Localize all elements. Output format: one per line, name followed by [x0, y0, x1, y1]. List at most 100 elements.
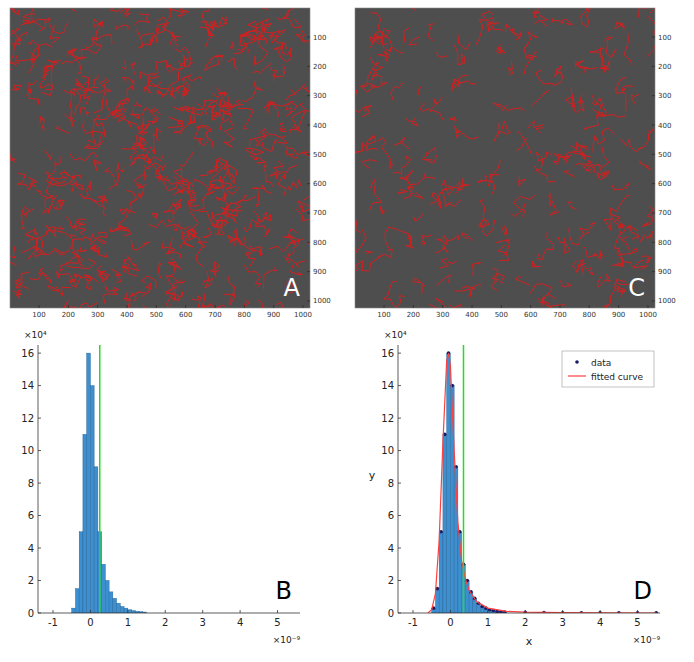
- texture-stroke: [234, 35, 250, 54]
- x-tick: [165, 610, 166, 613]
- y-tick: [652, 154, 655, 155]
- texture-stroke: [110, 226, 120, 232]
- texture-stroke: [369, 179, 382, 211]
- texture-stroke: [278, 165, 298, 195]
- texture-stroke: [280, 123, 286, 131]
- texture-stroke: [489, 22, 496, 32]
- texture-stroke: [619, 224, 628, 239]
- texture-stroke: [215, 220, 229, 235]
- texture-stroke: [229, 229, 242, 243]
- y-tick-label: 16: [21, 348, 34, 359]
- y-tick-label: 4: [28, 543, 34, 554]
- texture-stroke: [85, 45, 102, 54]
- x-tick-label: 800: [238, 311, 251, 319]
- texture-stroke: [28, 89, 38, 105]
- texture-stroke: [155, 22, 170, 43]
- y-tick-label: 6: [28, 510, 34, 521]
- x-tick-label: 2: [522, 617, 528, 628]
- texture-stroke: [74, 277, 99, 286]
- texture-stroke: [290, 129, 299, 133]
- x-tick: [562, 610, 563, 613]
- texture-stroke: [11, 29, 20, 44]
- texture-stroke: [94, 21, 102, 41]
- texture-stroke: [536, 128, 543, 133]
- x-tick-label: 900: [612, 311, 625, 319]
- texture-stroke: [615, 281, 629, 296]
- histogram-bar: [105, 581, 109, 613]
- texture-stroke: [494, 121, 511, 142]
- y-tick: [307, 154, 310, 155]
- histogram-bar: [113, 598, 117, 613]
- y-tick-label: 0: [388, 608, 394, 619]
- texture-stroke: [590, 49, 605, 68]
- x-tick: [530, 305, 531, 308]
- texture-stroke: [166, 61, 182, 70]
- texture-stroke: [527, 52, 537, 60]
- y-tick: [652, 242, 655, 243]
- x-tick: [277, 610, 278, 613]
- texture-stroke: [437, 52, 448, 57]
- x-tick-label: 4: [237, 617, 243, 628]
- texture-stroke: [40, 116, 44, 131]
- texture-stroke: [166, 286, 177, 301]
- histogram-bar: [124, 608, 128, 613]
- y-tick-label: 300: [658, 92, 671, 100]
- texture-stroke: [566, 97, 583, 113]
- texture-stroke: [127, 86, 133, 97]
- texture-stroke: [170, 31, 181, 45]
- texture-stroke: [380, 207, 385, 215]
- texture-stroke: [199, 125, 212, 145]
- texture-stroke: [264, 101, 293, 113]
- texture-stroke: [205, 55, 224, 70]
- texture-stroke: [517, 141, 532, 155]
- texture-stroke: [164, 204, 174, 223]
- y-tick-label: 900: [313, 268, 326, 276]
- texture-stroke: [227, 58, 238, 70]
- texture-stroke: [28, 40, 52, 47]
- y-tick-label: 14: [21, 380, 34, 391]
- y-tick-label: 10: [381, 445, 394, 456]
- texture-stroke: [205, 132, 213, 148]
- texture-stroke: [46, 231, 71, 239]
- texture-stroke: [398, 190, 407, 193]
- texture-stroke: [131, 62, 136, 74]
- texture-stroke: [579, 223, 595, 240]
- texture-stroke: [246, 247, 262, 266]
- texture-stroke: [266, 132, 282, 138]
- texture-stroke: [122, 138, 144, 150]
- x-tick-label: 0: [447, 617, 453, 628]
- image-panel: 1002003004005006007008009001000100200300…: [344, 0, 676, 319]
- texture-stroke: [258, 300, 271, 308]
- x-tick-label: 200: [62, 311, 75, 319]
- texture-stroke: [143, 305, 151, 308]
- texture-stroke: [393, 137, 410, 150]
- texture-stroke: [554, 66, 563, 77]
- histogram-bar: [87, 353, 91, 613]
- texture-stroke: [47, 60, 61, 67]
- texture-stroke: [233, 237, 255, 257]
- texture-stroke: [512, 29, 520, 39]
- texture-stroke: [76, 219, 87, 235]
- y-tick-label: 4: [388, 543, 394, 554]
- y-tick-label: 2: [28, 575, 34, 586]
- texture-stroke: [72, 173, 83, 192]
- texture-stroke: [534, 166, 555, 182]
- x-tick-label: 1000: [294, 311, 312, 319]
- texture-stroke: [78, 303, 97, 308]
- texture-stroke: [119, 119, 147, 134]
- texture-stroke: [443, 236, 459, 253]
- texture-stroke: [10, 262, 16, 265]
- texture-stroke: [91, 196, 107, 207]
- texture-stroke: [174, 222, 181, 231]
- texture-stroke: [46, 21, 54, 31]
- texture-stroke: [581, 8, 591, 27]
- image-background: [10, 8, 310, 308]
- histogram-bar: [447, 353, 451, 613]
- texture-stroke: [150, 128, 163, 154]
- texture-stroke: [210, 304, 225, 308]
- texture-stroke: [424, 155, 437, 164]
- texture-stroke: [355, 230, 366, 253]
- texture-stroke: [224, 207, 243, 216]
- x-tick-label: 900: [267, 311, 280, 319]
- x-tick: [39, 305, 40, 308]
